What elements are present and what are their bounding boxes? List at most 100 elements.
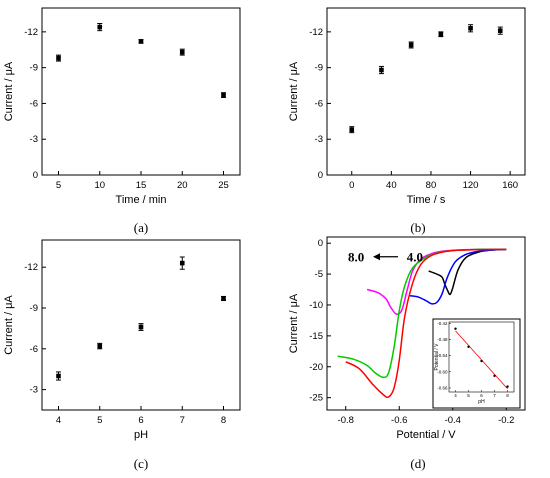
y-tick-label: -6	[30, 344, 38, 355]
x-tick-label: -0.8	[338, 415, 354, 426]
inset-x-axis-label: pH	[478, 399, 485, 405]
data-point	[221, 92, 226, 98]
y-tick-label: -3	[30, 134, 38, 145]
y-tick-label: -12	[309, 27, 323, 38]
panel-caption: (d)	[410, 456, 425, 471]
x-axis-label: pH	[134, 429, 148, 441]
plot-frame	[41, 7, 241, 176]
x-tick-label: 8	[221, 415, 226, 426]
y-tick-label: -25	[309, 393, 323, 404]
inset-x-tick-label: 5	[467, 393, 470, 398]
y-tick-label: -12	[24, 27, 38, 38]
panel-d: -0.8 -0.6 -0.4 -0.2 0 -5 -10 -15 -20 -25 Potential…	[288, 236, 526, 471]
inset-fit-line	[455, 330, 508, 390]
y-tick-label: 0	[318, 170, 323, 181]
data-point	[379, 67, 384, 73]
plot-frame	[326, 7, 526, 176]
inset-x-tick-label: 4	[454, 393, 457, 398]
inset-y-tick-label: -0.42	[437, 321, 448, 326]
inset-x-tick-label: 7	[493, 393, 496, 398]
inset-x-tick-label: 6	[480, 393, 483, 398]
panel-a: 5 10 15 20 25 0 -3 -6 -9 -12 Time / min Current / μ…	[3, 7, 241, 235]
y-tick-label: -9	[30, 63, 38, 74]
y-tick-label: -15	[309, 331, 323, 342]
inset-data-point	[467, 345, 470, 348]
x-tick-label: 40	[386, 180, 397, 191]
x-axis-label: Potential / V	[396, 429, 456, 441]
y-tick-label: 0	[33, 170, 38, 181]
panel-caption: (c)	[134, 456, 148, 471]
inset-y-tick-label: -0.54	[437, 353, 448, 358]
data-point	[97, 24, 103, 30]
panel-caption: (b)	[410, 220, 425, 235]
x-tick-label: -0.6	[391, 415, 407, 426]
x-tick-label: -0.4	[445, 415, 461, 426]
x-tick-label: 120	[463, 180, 479, 191]
inset-y-tick-label: -0.66	[437, 385, 448, 390]
data-point	[438, 31, 444, 37]
inset-box	[432, 318, 521, 409]
inset-x-tick-label: 8	[506, 393, 509, 398]
y-tick-label: -6	[315, 98, 323, 109]
inset-y-axis-label: Potential / V	[434, 343, 440, 371]
data-point	[179, 260, 185, 266]
inset: 4 5 6 7 8 -0.42 -0.48 -0.54 -0.60 -0.66 pH Potentia…	[432, 318, 521, 409]
x-tick-label: 5	[97, 415, 102, 426]
plot-frame	[326, 236, 526, 411]
arrow-label-end: 8.0	[348, 249, 364, 264]
data-point	[56, 373, 61, 379]
x-tick-label: 5	[56, 180, 61, 191]
panel-c: 4 5 6 7 8 -3 -6 -9 -12 pH Current / μA (c)	[3, 239, 241, 471]
cv-curve	[345, 248, 507, 399]
x-axis-label: Time / s	[407, 194, 446, 206]
y-tick-label: -12	[24, 262, 38, 273]
arrow-label-start: 4.0	[407, 249, 423, 264]
y-tick-label: -3	[30, 385, 38, 396]
x-tick-label: 7	[180, 415, 185, 426]
inset-data-point	[454, 327, 457, 330]
x-tick-label: 25	[218, 180, 229, 191]
data-point	[221, 296, 226, 301]
y-tick-label: -3	[315, 134, 323, 145]
y-axis-label: Current / μA	[3, 295, 15, 355]
inset-data-point	[506, 385, 509, 388]
y-tick-label: -9	[30, 303, 38, 314]
y-axis-label: Current / μA	[3, 61, 15, 121]
y-tick-label: -9	[315, 63, 323, 74]
x-tick-label: 160	[502, 180, 518, 191]
data-point	[138, 324, 144, 330]
y-axis-label: Current / μA	[288, 293, 300, 353]
x-tick-label: 15	[136, 180, 147, 191]
data-point	[97, 343, 103, 349]
data-point	[179, 49, 185, 55]
inset-data-point	[493, 374, 496, 378]
panel-b: 0 40 80 120 160 0 -3 -6 -9 -12 Time / s Current / μ…	[288, 7, 526, 235]
y-tick-label: 0	[318, 238, 323, 249]
y-axis-label: Current / μA	[288, 61, 300, 121]
x-tick-label: 80	[426, 180, 437, 191]
data-point	[468, 25, 473, 31]
x-tick-label: 6	[138, 415, 143, 426]
inset-y-tick-label: -0.60	[437, 369, 448, 374]
arrow-head	[373, 253, 380, 261]
data-point	[138, 39, 144, 44]
data-point	[408, 42, 414, 48]
data-point	[56, 55, 61, 61]
y-tick-label: -20	[309, 362, 323, 373]
x-tick-label: -0.2	[498, 415, 514, 426]
inset-y-tick-label: -0.48	[437, 337, 448, 342]
inset-data-point	[480, 359, 483, 363]
data-point	[497, 28, 503, 33]
y-tick-label: -10	[309, 300, 323, 311]
x-axis-label: Time / min	[116, 194, 167, 206]
panel-caption: (a)	[134, 220, 148, 235]
cv-curve	[366, 248, 507, 316]
x-tick-label: 20	[177, 180, 188, 191]
y-tick-label: -6	[30, 98, 38, 109]
cv-curve	[409, 248, 507, 305]
x-tick-label: 10	[94, 180, 105, 191]
data-point	[349, 127, 355, 132]
y-tick-label: -5	[315, 269, 323, 280]
x-tick-label: 4	[56, 415, 61, 426]
